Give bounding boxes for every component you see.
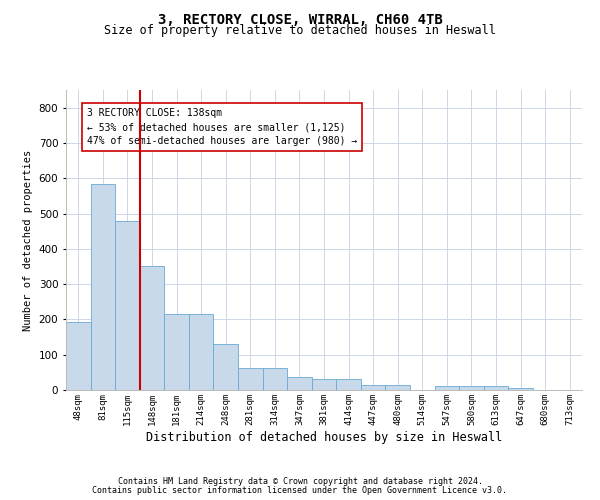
Bar	[312, 378, 336, 390]
Text: 3, RECTORY CLOSE, WIRRAL, CH60 4TB: 3, RECTORY CLOSE, WIRRAL, CH60 4TB	[158, 12, 442, 26]
X-axis label: Distribution of detached houses by size in Heswall: Distribution of detached houses by size …	[146, 430, 502, 444]
Bar	[484, 386, 508, 390]
Bar	[434, 386, 459, 390]
Bar	[238, 368, 263, 390]
Text: Contains HM Land Registry data © Crown copyright and database right 2024.: Contains HM Land Registry data © Crown c…	[118, 478, 482, 486]
Text: Contains public sector information licensed under the Open Government Licence v3: Contains public sector information licen…	[92, 486, 508, 495]
Bar	[361, 384, 385, 390]
Bar	[189, 314, 214, 390]
Y-axis label: Number of detached properties: Number of detached properties	[23, 150, 33, 330]
Bar	[263, 368, 287, 390]
Bar	[459, 386, 484, 390]
Bar	[336, 378, 361, 390]
Bar	[91, 184, 115, 390]
Bar	[115, 220, 140, 390]
Bar	[214, 344, 238, 390]
Bar	[385, 384, 410, 390]
Text: Size of property relative to detached houses in Heswall: Size of property relative to detached ho…	[104, 24, 496, 37]
Bar	[140, 266, 164, 390]
Bar	[508, 388, 533, 390]
Text: 3 RECTORY CLOSE: 138sqm
← 53% of detached houses are smaller (1,125)
47% of semi: 3 RECTORY CLOSE: 138sqm ← 53% of detache…	[86, 108, 357, 146]
Bar	[287, 376, 312, 390]
Bar	[164, 314, 189, 390]
Bar	[66, 322, 91, 390]
